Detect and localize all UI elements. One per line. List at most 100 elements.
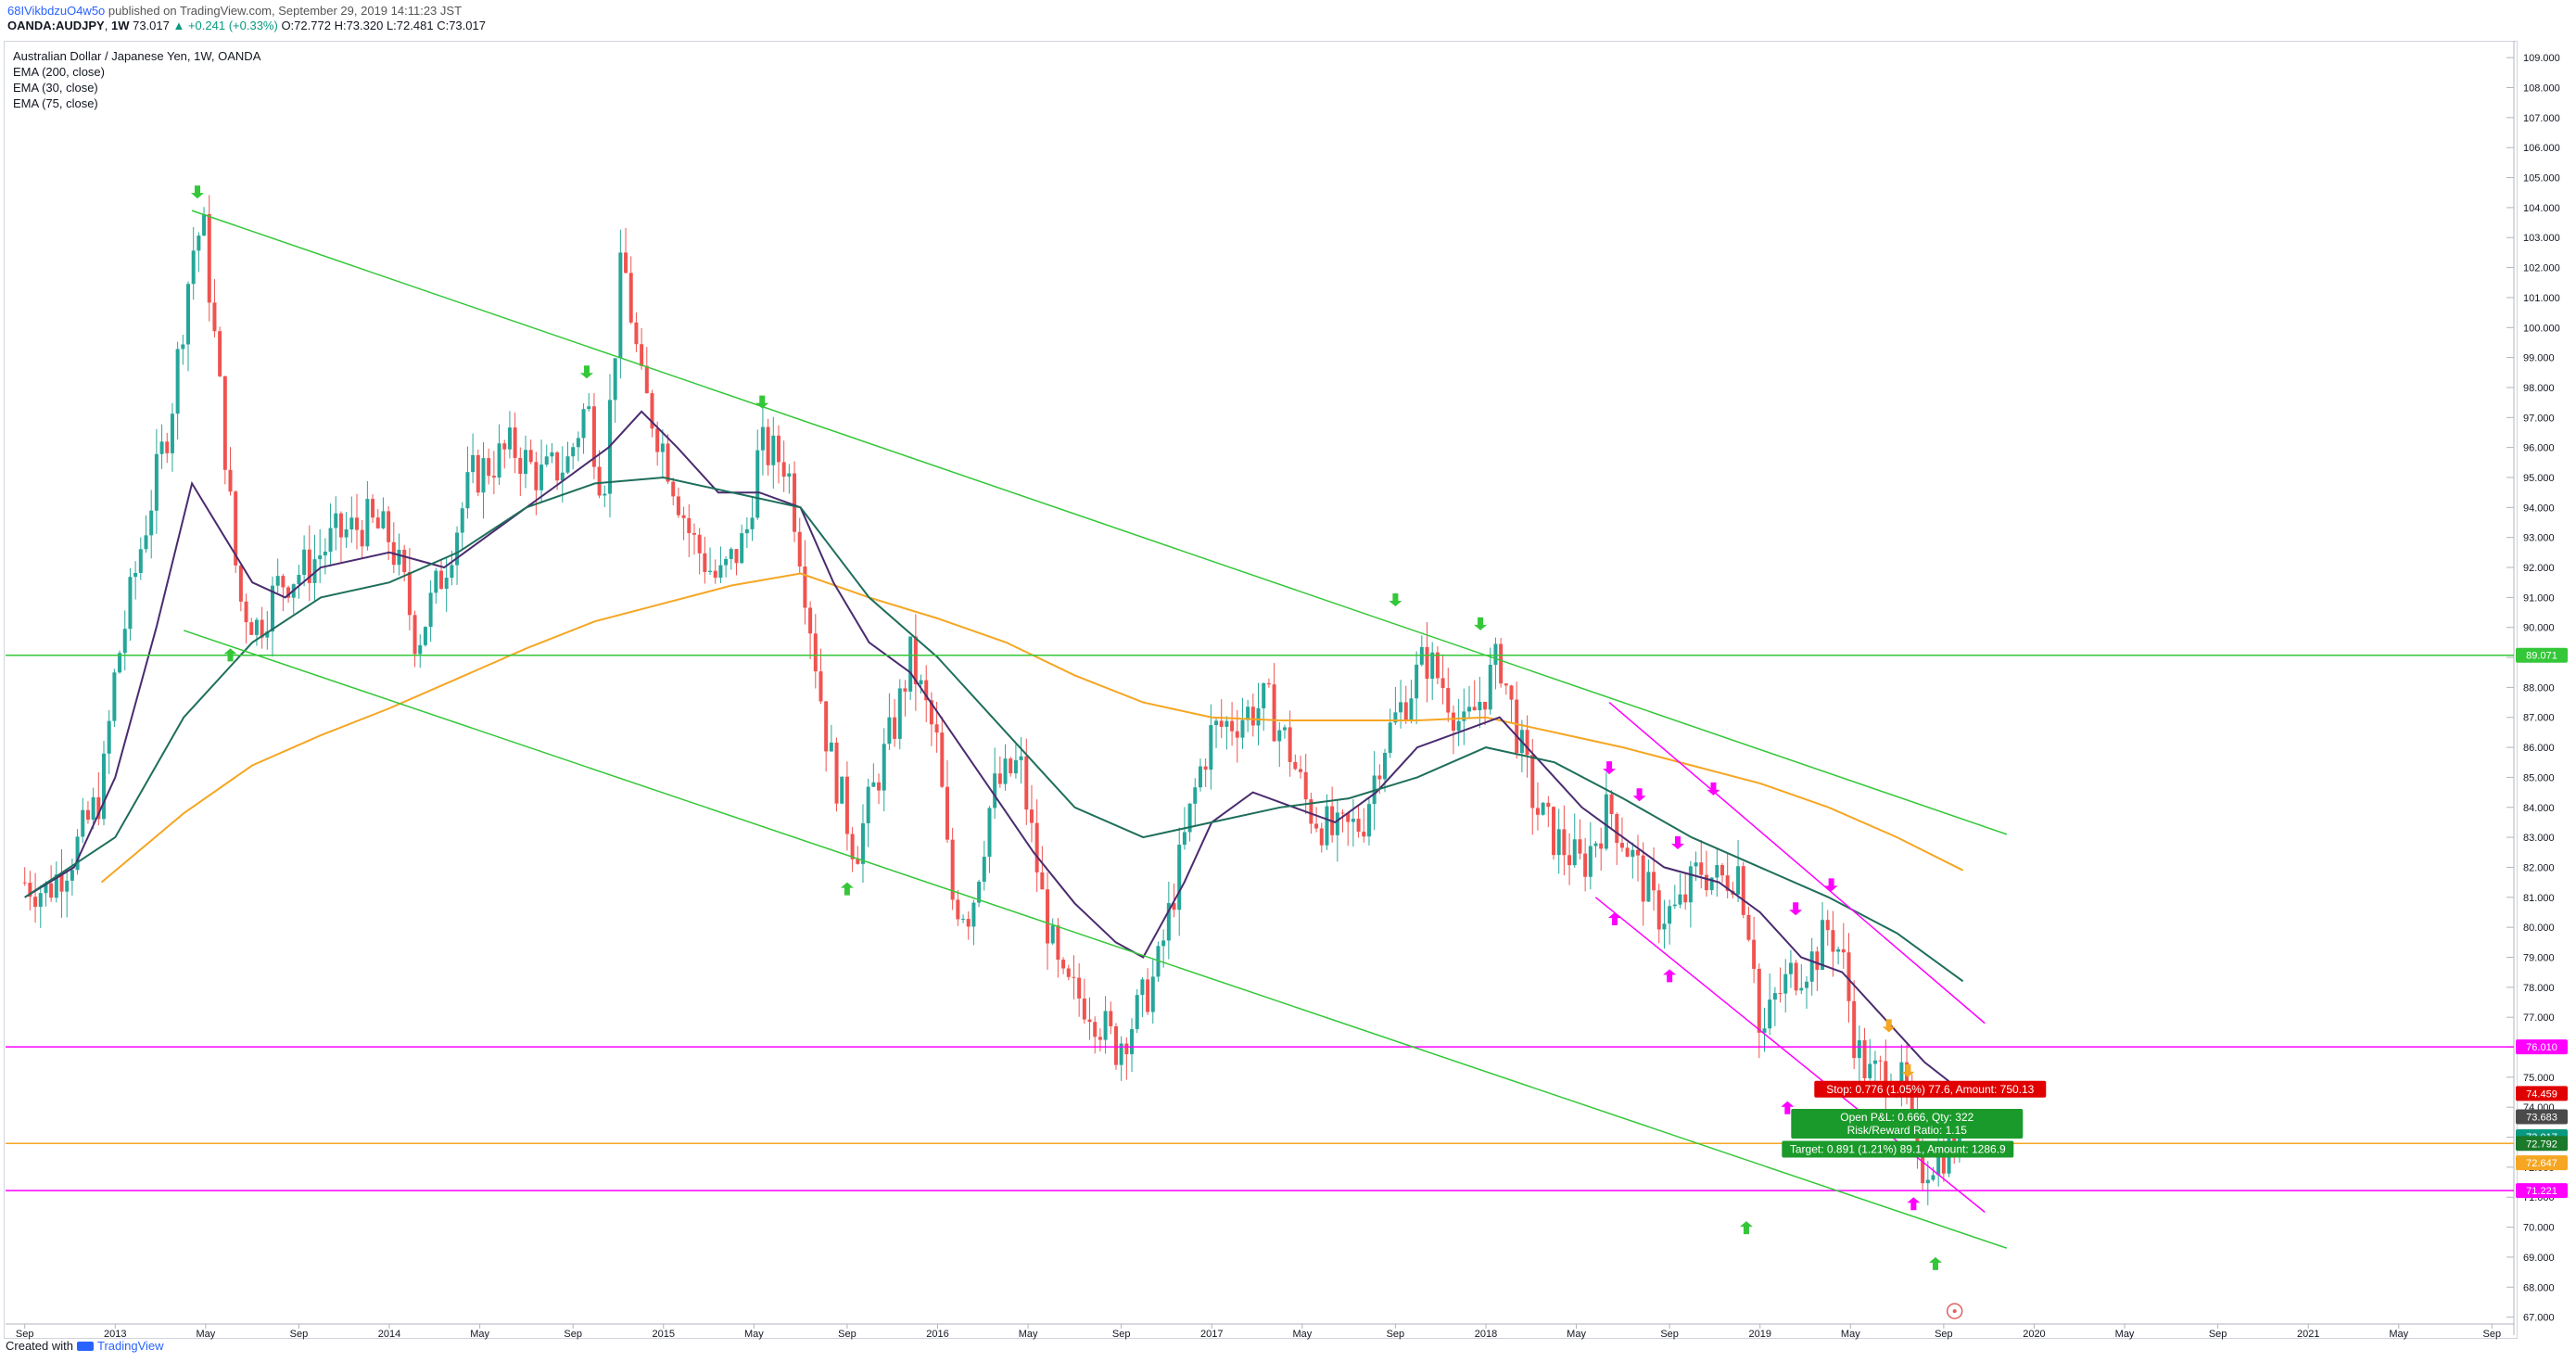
publish-info: 68IVikbdzuO4w5o published on TradingView… xyxy=(7,4,462,18)
target-label-box xyxy=(1782,1140,2014,1158)
candle-body xyxy=(1203,766,1208,770)
tradingview-link[interactable]: TradingView xyxy=(96,1339,164,1353)
price-tag xyxy=(2516,1039,2568,1055)
x-tick-label: 2020 xyxy=(2023,1329,2045,1340)
candle-body xyxy=(1478,701,1482,711)
candle-body xyxy=(381,511,386,528)
candle-body xyxy=(154,453,159,511)
candle-body xyxy=(850,834,855,859)
candles xyxy=(22,195,1961,1205)
candle-body xyxy=(1393,712,1398,723)
candle-body xyxy=(1050,925,1055,944)
candle-body xyxy=(1250,706,1255,726)
y-tick-label: 97.000 xyxy=(2523,413,2555,424)
candle-body xyxy=(207,213,211,303)
price-tag xyxy=(2516,647,2568,663)
candle-body xyxy=(460,508,464,533)
candle-body xyxy=(1530,755,1535,808)
candle-body xyxy=(834,742,839,804)
candle-body xyxy=(1040,872,1045,890)
legend-ema30[interactable]: EMA (30, close) xyxy=(13,81,98,95)
candle-body xyxy=(829,742,833,752)
candle-body xyxy=(840,776,844,804)
candle-body xyxy=(1029,809,1034,823)
candle-body xyxy=(877,782,882,791)
candle-body xyxy=(1435,652,1440,679)
candle-body xyxy=(70,870,74,881)
candle-body xyxy=(22,882,27,884)
candle-body xyxy=(465,472,470,509)
candle-body xyxy=(107,720,111,754)
arrow-down-icon xyxy=(1789,902,1803,916)
price-tag-label: 89.071 xyxy=(2526,651,2557,662)
target-label: Target: 0.891 (1.21%) 89.1, Amount: 1286… xyxy=(1790,1142,2006,1155)
high-value: H:73.320 xyxy=(334,19,384,32)
arrow-down-icon xyxy=(755,395,769,409)
candle-body xyxy=(624,252,628,274)
candle-body xyxy=(1572,839,1577,866)
x-tick-label: May xyxy=(744,1329,764,1340)
x-tick-label: Sep xyxy=(2209,1329,2227,1340)
candle-body xyxy=(1884,1061,1888,1094)
candle-body xyxy=(1868,1063,1872,1078)
candle-body xyxy=(181,344,185,350)
y-tick-label: 68.000 xyxy=(2523,1282,2555,1293)
y-tick-label: 107.000 xyxy=(2523,113,2560,124)
y-tick-label: 99.000 xyxy=(2523,353,2555,364)
candle-body xyxy=(776,435,780,463)
candle-body xyxy=(1246,706,1250,720)
candle-body xyxy=(265,631,270,638)
candle-body xyxy=(1425,646,1429,680)
candle-body xyxy=(118,653,122,673)
candle-body xyxy=(650,393,654,429)
y-tick-label: 94.000 xyxy=(2523,503,2555,514)
candle-body xyxy=(186,284,191,345)
legend-ema75[interactable]: EMA (75, close) xyxy=(13,96,98,110)
candle-body xyxy=(929,700,933,725)
candle-body xyxy=(1415,664,1419,699)
price-tag-label: 76.010 xyxy=(2526,1042,2557,1053)
candle-body xyxy=(507,427,512,450)
candle-body xyxy=(628,273,633,323)
candle-body xyxy=(1409,698,1414,720)
candle-body xyxy=(1936,1148,1941,1176)
candle-body xyxy=(1825,920,1830,931)
y-tick-label: 106.000 xyxy=(2523,143,2560,154)
candle-body xyxy=(497,443,501,478)
candle-body xyxy=(175,349,180,414)
candle-body xyxy=(718,565,723,579)
candle-body xyxy=(1056,925,1060,961)
candle-body xyxy=(692,533,696,535)
arrow-down-icon xyxy=(1474,617,1488,630)
candle-body xyxy=(275,576,280,586)
y-tick-label: 105.000 xyxy=(2523,173,2560,185)
candle-body xyxy=(576,438,580,448)
candle-body xyxy=(808,607,813,634)
candle-body xyxy=(581,409,586,439)
y-tick-label: 87.000 xyxy=(2523,713,2555,724)
candle-body xyxy=(982,857,986,882)
candle-body xyxy=(1219,720,1224,727)
candle-body xyxy=(1346,813,1351,822)
author-link[interactable]: 68IVikbdzuO4w5o xyxy=(7,4,106,18)
x-tick-label: Sep xyxy=(1387,1329,1405,1340)
candle-body xyxy=(450,565,454,579)
candle-body xyxy=(112,672,117,721)
legend-ema200[interactable]: EMA (200, close) xyxy=(13,65,105,79)
candle-body xyxy=(371,499,375,518)
candle-body xyxy=(1704,874,1708,891)
candle-body xyxy=(544,456,549,465)
candle-body xyxy=(950,839,955,900)
candle-body xyxy=(993,773,997,808)
candle-body xyxy=(1525,730,1529,756)
candle-body xyxy=(197,235,201,251)
candle-body xyxy=(571,447,576,457)
candle-body xyxy=(455,532,460,566)
open-value: O:72.772 xyxy=(281,19,331,32)
candle-body xyxy=(1399,702,1403,713)
candle-body xyxy=(222,376,227,470)
candle-body xyxy=(697,534,702,554)
candle-body xyxy=(487,458,491,477)
candle-body xyxy=(934,724,939,733)
